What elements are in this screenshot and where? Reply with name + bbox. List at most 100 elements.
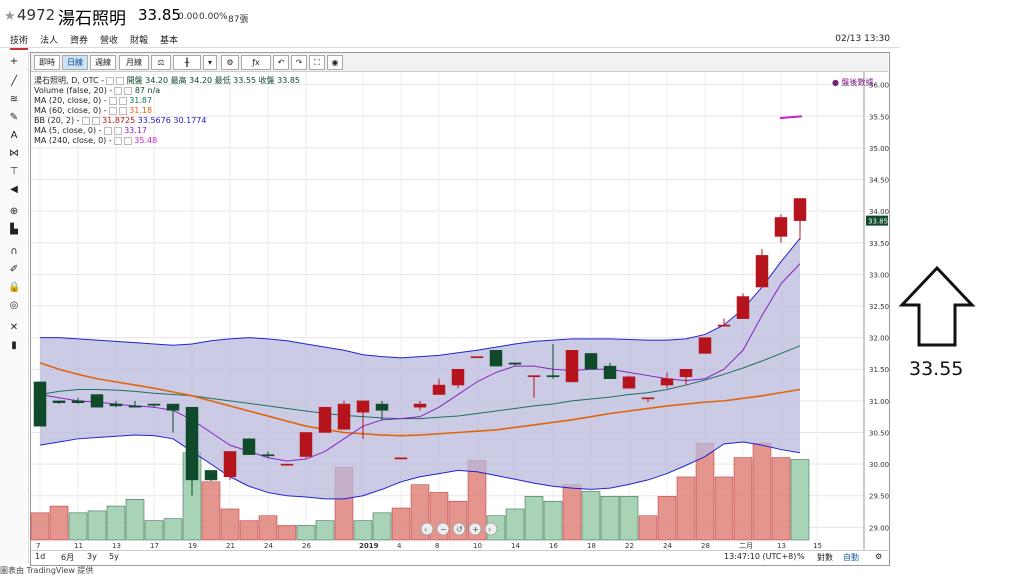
range-1d[interactable]: 1d bbox=[35, 552, 46, 561]
arrow-left-icon[interactable]: ◀ bbox=[10, 184, 18, 195]
compare-icon[interactable]: ⚖ bbox=[151, 55, 171, 70]
text-icon[interactable]: A bbox=[10, 130, 18, 141]
x-tick-label: 18 bbox=[587, 542, 596, 550]
tab-basic[interactable]: 基本 bbox=[160, 36, 179, 46]
info-tabs: 技術 法人 資券 營收 財報 基本 bbox=[0, 30, 900, 50]
redo-icon[interactable]: ↷ bbox=[291, 55, 307, 70]
candle-body bbox=[242, 438, 256, 455]
volume-bar bbox=[220, 508, 240, 541]
candle-body bbox=[698, 337, 712, 354]
brush-icon[interactable]: ✎ bbox=[9, 112, 19, 123]
volume-bar bbox=[714, 476, 734, 541]
stock-code: 4972 bbox=[17, 6, 56, 24]
gear-icon[interactable]: ⚙ bbox=[221, 55, 239, 70]
candle-body bbox=[679, 368, 693, 378]
lock-icon[interactable]: 🔒 bbox=[8, 282, 21, 293]
ruler-icon[interactable]: ▙ bbox=[10, 224, 18, 235]
legend-ma240-value: 35.48 bbox=[134, 136, 158, 145]
y-tick-label: 30.00 bbox=[869, 461, 889, 469]
settings-icon[interactable]: ⚙ bbox=[875, 552, 883, 561]
legend-bb-low: 30.1774 bbox=[173, 116, 207, 125]
tools-icon[interactable]: ✕ bbox=[9, 322, 19, 333]
camera-icon[interactable]: ◉ bbox=[327, 55, 343, 70]
candle-body bbox=[280, 463, 294, 466]
range-5y[interactable]: 5y bbox=[109, 552, 119, 561]
tab-institutional[interactable]: 法人 bbox=[40, 36, 59, 46]
tab-revenue[interactable]: 營收 bbox=[100, 36, 119, 46]
fullscreen-icon[interactable]: ⛶ bbox=[309, 55, 325, 70]
volume-bar bbox=[391, 507, 411, 541]
volume-bar bbox=[353, 520, 373, 541]
candle-body bbox=[774, 217, 788, 237]
ma20-line bbox=[39, 345, 801, 420]
legend-volume: Volume (false, 20) - bbox=[34, 86, 113, 95]
x-tick-label: 13 bbox=[777, 542, 786, 550]
y-tick-label: 30.50 bbox=[869, 429, 889, 437]
x-tick-label: 26 bbox=[302, 542, 311, 550]
pattern-icon[interactable]: ⋈ bbox=[9, 148, 19, 159]
chart-style-icon[interactable]: ╫ bbox=[173, 55, 201, 70]
zoom-icon[interactable]: ⊕ bbox=[9, 206, 19, 217]
x-tick-label: 7 bbox=[36, 542, 40, 550]
dropdown-icon[interactable]: ▾ bbox=[203, 55, 217, 70]
crosshair-icon[interactable]: + bbox=[9, 56, 19, 67]
log-toggle[interactable]: 對數 bbox=[817, 553, 833, 562]
interval-weekly-button[interactable]: 週線 bbox=[90, 55, 116, 70]
tab-financials[interactable]: 財報 bbox=[130, 36, 149, 46]
magnet-icon[interactable]: ∩ bbox=[10, 246, 18, 257]
x-tick-label: 16 bbox=[549, 542, 558, 550]
interval-monthly-button[interactable]: 月線 bbox=[119, 55, 149, 70]
volume-bar bbox=[106, 505, 126, 541]
volume-bar bbox=[676, 476, 696, 541]
after-hours-line bbox=[779, 115, 803, 120]
chart-bottom-bar: 1d 6月 3y 5y 13:47:10 (UTC+8) % 對數 自動 ⚙ bbox=[31, 550, 888, 564]
tab-technical[interactable]: 技術 bbox=[10, 33, 29, 50]
volume-bar bbox=[638, 515, 658, 541]
trash-icon[interactable]: ▮ bbox=[11, 340, 17, 351]
clock: 13:47:10 (UTC+8) bbox=[724, 552, 797, 561]
star-icon[interactable]: ★ bbox=[4, 9, 16, 24]
candle-body bbox=[603, 365, 617, 379]
stock-price: 33.85 bbox=[138, 6, 181, 24]
volume-bar bbox=[771, 457, 791, 541]
range-3y[interactable]: 3y bbox=[87, 552, 97, 561]
interval-daily-button[interactable]: 日線 bbox=[62, 55, 88, 70]
candle-body bbox=[755, 255, 769, 288]
legend-ma5-value: 33.17 bbox=[124, 126, 147, 135]
zoom-in-icon bbox=[468, 522, 482, 536]
y-tick-label: 33.50 bbox=[869, 240, 889, 248]
measure-icon[interactable]: ⊤ bbox=[9, 166, 19, 177]
x-tick-label: 4 bbox=[397, 542, 402, 550]
candle-body bbox=[432, 384, 446, 395]
interval-intraday-button[interactable]: 即時 bbox=[34, 55, 60, 70]
volume-bar bbox=[239, 520, 259, 541]
candle-body bbox=[584, 353, 598, 370]
x-tick-label: 二月 bbox=[739, 542, 753, 550]
volume-bar bbox=[619, 496, 639, 541]
zoom-out-icon bbox=[436, 522, 450, 536]
stay-drawing-icon[interactable]: ✐ bbox=[9, 264, 19, 275]
candle-body bbox=[622, 376, 636, 389]
legend-ma60: MA (60, close, 0) - bbox=[34, 106, 107, 115]
candle-body bbox=[204, 470, 218, 481]
candle-body bbox=[546, 375, 560, 378]
range-6m[interactable]: 6月 bbox=[61, 553, 75, 562]
after-hours-label: ● 盤後數據 bbox=[832, 78, 874, 87]
legend-main: 湯石照明, D, OTC - bbox=[34, 76, 105, 85]
trendline-icon[interactable]: ╱ bbox=[10, 76, 18, 87]
y-tick-label: 29.50 bbox=[869, 493, 889, 501]
percent-toggle[interactable]: % bbox=[797, 552, 805, 561]
eye-icon[interactable]: ◎ bbox=[9, 300, 19, 311]
x-tick-label: 22 bbox=[625, 542, 634, 550]
volume-bar bbox=[543, 500, 563, 541]
volume-bar bbox=[600, 496, 620, 541]
fib-icon[interactable]: ≋ bbox=[9, 94, 19, 105]
auto-toggle[interactable]: 自動 bbox=[843, 553, 859, 562]
candle-body bbox=[223, 451, 237, 478]
legend-ma5: MA (5, close, 0) - bbox=[34, 126, 102, 135]
tab-margin[interactable]: 資券 bbox=[70, 36, 89, 46]
y-tick-label: 35.00 bbox=[869, 145, 889, 153]
indicator-icon[interactable]: ƒx bbox=[241, 55, 271, 70]
undo-icon[interactable]: ↶ bbox=[273, 55, 289, 70]
